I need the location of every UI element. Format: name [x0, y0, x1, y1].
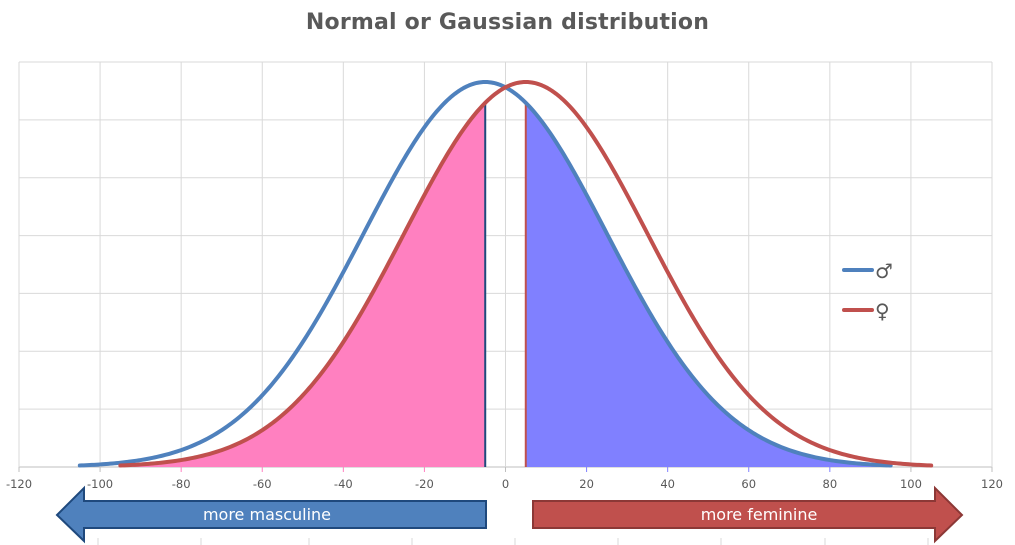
series-lines: [77, 80, 934, 468]
x-tick-label: 100: [900, 477, 922, 491]
more-masculine-arrow: more masculine: [55, 485, 487, 544]
x-tick-label: -40: [334, 477, 353, 491]
male-symbol-icon: ♂: [875, 259, 893, 283]
x-tick-label: 120: [981, 477, 1003, 491]
more-feminine-label: more feminine: [701, 505, 818, 524]
x-tick-label: 80: [823, 477, 838, 491]
x-tick-label: 60: [741, 477, 756, 491]
x-tick-label: 20: [579, 477, 594, 491]
legend-item-female: ♀: [842, 299, 890, 323]
x-tick-label: -20: [415, 477, 434, 491]
male-tail-feminine-side-area: [525, 102, 891, 467]
male-curve: [77, 80, 893, 468]
female-symbol-icon: ♀: [875, 299, 890, 323]
bottom-ticks: [97, 538, 929, 545]
x-tick-label: -80: [172, 477, 191, 491]
female-curve: [118, 80, 934, 468]
x-tick-label: 40: [660, 477, 675, 491]
more-feminine-arrow: more feminine: [532, 485, 964, 544]
left-arrow-shape: [55, 485, 487, 544]
x-tick-label: -100: [87, 477, 113, 491]
x-tick-label: 0: [502, 477, 509, 491]
female-tail-masculine-side-area: [120, 102, 486, 467]
right-arrow-shape: [532, 485, 964, 544]
shaded-regions: [120, 102, 891, 467]
legend: ♂ ♀: [842, 259, 893, 323]
chart-title: Normal or Gaussian distribution: [305, 10, 710, 35]
x-tick-label: -120: [6, 477, 32, 491]
x-tick-label: -60: [253, 477, 272, 491]
gridlines: [18, 61, 993, 468]
legend-item-male: ♂: [842, 259, 893, 283]
x-axis: -120 -100 -80 -60 -40 -20 0 20 40 60 80 100 120: [6, 467, 1003, 491]
more-masculine-label: more masculine: [203, 505, 331, 524]
